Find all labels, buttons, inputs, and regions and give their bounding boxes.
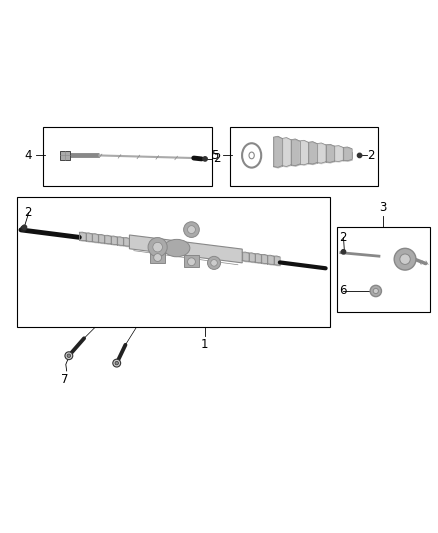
Text: 2: 2 — [367, 149, 375, 162]
Circle shape — [154, 254, 162, 262]
Circle shape — [187, 225, 195, 233]
Text: 7: 7 — [61, 373, 68, 386]
Text: 4: 4 — [25, 149, 32, 162]
Circle shape — [187, 258, 195, 265]
Ellipse shape — [164, 239, 190, 257]
Text: 2: 2 — [339, 231, 346, 244]
Text: 2: 2 — [213, 152, 220, 165]
Circle shape — [184, 222, 199, 237]
Circle shape — [22, 225, 27, 230]
Circle shape — [203, 157, 207, 161]
Circle shape — [341, 249, 346, 254]
Polygon shape — [130, 235, 242, 263]
Text: 6: 6 — [339, 285, 346, 297]
Circle shape — [370, 285, 381, 297]
Bar — [336, 228, 430, 312]
Circle shape — [65, 352, 73, 360]
Circle shape — [115, 361, 118, 365]
Text: 2: 2 — [25, 206, 32, 219]
Circle shape — [113, 359, 120, 367]
Circle shape — [148, 238, 167, 257]
Bar — [230, 127, 378, 186]
Circle shape — [21, 226, 26, 231]
Bar — [150, 251, 166, 263]
Circle shape — [400, 254, 410, 264]
Circle shape — [211, 260, 217, 266]
Circle shape — [67, 354, 71, 358]
Bar — [60, 151, 70, 160]
Circle shape — [153, 243, 162, 252]
Circle shape — [373, 288, 378, 294]
Text: 1: 1 — [201, 338, 208, 351]
Bar — [17, 197, 330, 327]
Bar — [184, 255, 199, 268]
Circle shape — [394, 248, 416, 270]
Text: 5: 5 — [212, 149, 219, 162]
Bar — [43, 127, 212, 186]
Text: 3: 3 — [380, 201, 387, 214]
Circle shape — [208, 256, 221, 269]
Circle shape — [357, 154, 362, 158]
